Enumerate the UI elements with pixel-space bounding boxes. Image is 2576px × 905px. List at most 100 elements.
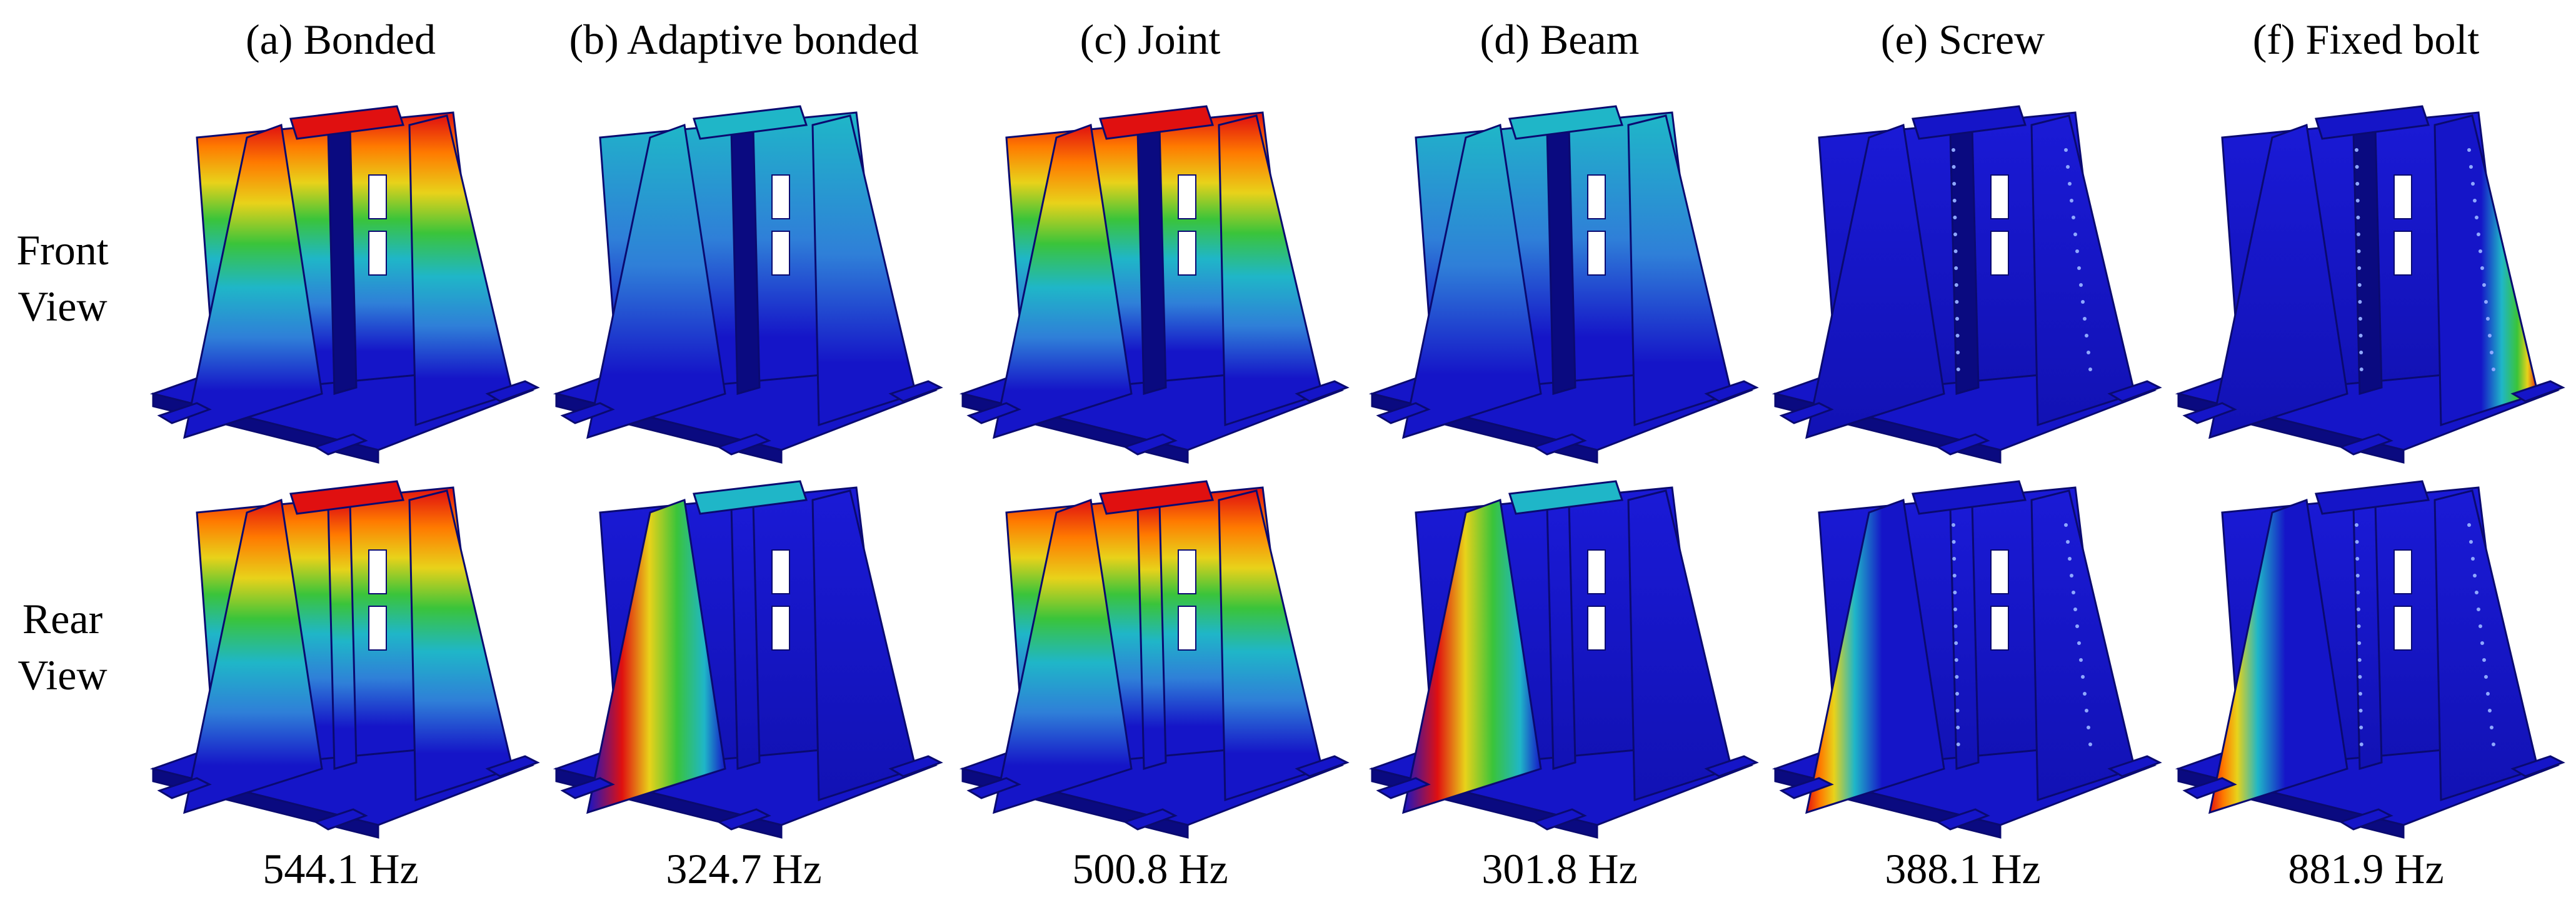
window-opening [771, 606, 790, 651]
fe-model-b-front [553, 105, 943, 464]
bolt-dot [1956, 351, 1960, 354]
window-opening [2393, 231, 2412, 276]
base-foot [2182, 402, 2237, 424]
left-stiffener [1805, 498, 1945, 814]
bolt-dot [2358, 300, 2362, 304]
bolt-dot [2064, 523, 2068, 527]
bolt-dot [2355, 574, 2360, 578]
bolt-dot [2357, 249, 2361, 253]
bolt-dot [2359, 742, 2363, 746]
left-stiffener [993, 498, 1133, 814]
window-opening [1587, 606, 1606, 651]
bolt-dot [2079, 658, 2083, 662]
bolt-dot [2088, 368, 2092, 371]
bolt-dot [2087, 726, 2090, 729]
top-crossbar [289, 480, 404, 515]
base-foot [313, 433, 368, 456]
bolt-dot [1956, 726, 1960, 729]
base-foot [888, 380, 943, 402]
base-foot [2338, 808, 2393, 831]
bolt-dot [1955, 300, 1959, 304]
base-foot [485, 755, 540, 778]
bolt-dot [2087, 351, 2090, 354]
bolt-dot [1955, 675, 1959, 679]
base-foot [2107, 755, 2162, 778]
bolt-dot [2355, 540, 2359, 544]
base-foot [1295, 380, 1350, 402]
bolt-dot [2467, 523, 2471, 527]
bolt-dot [1953, 608, 1957, 611]
left-stiffener [1805, 123, 1945, 439]
top-crossbar [2315, 480, 2430, 515]
bolt-dot [2477, 608, 2480, 611]
fe-model-e-rear [1772, 480, 2162, 839]
bolt-dot [2064, 148, 2068, 152]
window-opening [1178, 549, 1196, 594]
bolt-dot [2473, 199, 2477, 202]
frequency-e: 388.1 Hz [1885, 845, 2041, 892]
bolt-dot [2492, 368, 2495, 371]
left-stiffener [993, 123, 1133, 439]
base-foot [560, 777, 615, 799]
base-foot [1779, 402, 1834, 424]
right-stiffener [2030, 114, 2136, 427]
frequency-a: 544.1 Hz [263, 845, 419, 892]
row-label-rear-line2: View [18, 651, 108, 699]
bolt-dot [2358, 675, 2362, 679]
window-opening [2393, 606, 2412, 651]
bolt-dot [2359, 726, 2363, 729]
bolt-dot [2079, 283, 2083, 287]
bolt-dot [2356, 216, 2360, 219]
left-stiffener [586, 123, 726, 439]
bolt-dot [1953, 591, 1957, 594]
bolt-dot [1952, 540, 1956, 544]
bolt-dot [2085, 334, 2088, 338]
frequency-d: 301.8 Hz [1481, 845, 1638, 892]
bolt-dot [1952, 182, 1957, 186]
bolt-dot [2486, 692, 2490, 696]
base-foot [888, 755, 943, 778]
bolt-dot [2355, 199, 2360, 202]
bolt-dot [2478, 624, 2482, 628]
top-crossbar [693, 105, 808, 140]
base-foot [1704, 755, 1759, 778]
bolt-dot [2492, 742, 2495, 746]
bolt-dot [2357, 624, 2361, 628]
left-stiffener [1402, 498, 1542, 814]
window-opening [2393, 549, 2412, 594]
base-foot [966, 402, 1021, 424]
bolt-dot [2359, 368, 2363, 371]
right-stiffener [408, 114, 514, 427]
bolt-dot [1956, 742, 1960, 746]
top-crossbar [1912, 480, 2027, 515]
fe-model-d-front [1368, 105, 1759, 464]
bolt-dot [2358, 334, 2363, 338]
base-foot [2107, 380, 2162, 402]
top-crossbar [289, 105, 404, 140]
left-stiffener [586, 498, 726, 814]
left-stiffener [183, 498, 323, 814]
bolt-dot [2471, 182, 2475, 186]
window-opening [771, 549, 790, 594]
bolt-dot [2072, 216, 2075, 219]
column-title-a: (a) Bonded [245, 16, 436, 63]
fe-model-a-rear [149, 480, 540, 839]
bolt-dot [2073, 608, 2077, 611]
bolt-dot [2482, 658, 2486, 662]
top-crossbar [1099, 105, 1214, 140]
right-stiffener [1627, 489, 1733, 802]
top-crossbar [1508, 105, 1623, 140]
bolt-dot [2480, 266, 2484, 270]
bolt-dot [1954, 641, 1958, 645]
frequency-f: 881.9 Hz [2288, 845, 2444, 892]
base-foot [1779, 777, 1834, 799]
base-foot [1532, 433, 1587, 456]
base-foot [2182, 777, 2237, 799]
bolt-dot [2486, 317, 2490, 321]
bolt-dot [1954, 266, 1958, 270]
fe-model-e-front [1772, 105, 2162, 464]
bolt-dot [2355, 557, 2360, 561]
bolt-dot [2357, 641, 2362, 645]
bolt-dot [2490, 351, 2493, 354]
bolt-dot [2477, 232, 2480, 236]
